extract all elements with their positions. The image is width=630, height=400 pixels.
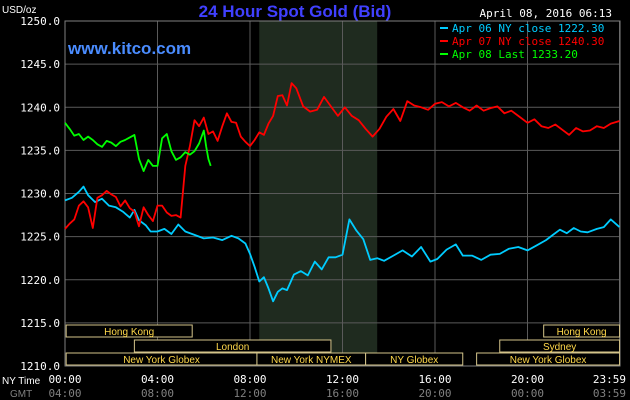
session-label: NY Globex	[390, 355, 438, 366]
session-bar	[365, 352, 464, 366]
x-tick-label-gmt: 00:00	[511, 387, 544, 400]
x-tick-label-ny: 08:00	[233, 373, 266, 386]
session-label: New York Globex	[510, 355, 587, 366]
y-tick-labels: 1250.0 1245.0 1240.0 1235.0 1230.0 1225.0 1220…	[20, 15, 60, 373]
y-tick-label: 1250.0	[20, 15, 60, 28]
legend-entry-apr06: Apr 06 NY close 1222.30	[452, 22, 604, 35]
session-label: New York Globex	[123, 355, 200, 366]
x-tick-label-gmt: 04:00	[48, 387, 81, 400]
session-label: London	[216, 342, 249, 353]
chart-title: 24 Hour Spot Gold (Bid)	[199, 2, 392, 21]
x-tick-label-ny: 23:59	[593, 373, 626, 386]
x-tick-label-ny: 20:00	[511, 373, 544, 386]
x-row-label-gmt: GMT	[10, 389, 32, 400]
x-row-label-ny: NY Time	[2, 376, 41, 387]
x-tick-label-gmt: 16:00	[326, 387, 359, 400]
y-tick-label: 1215.0	[20, 317, 60, 330]
x-tick-labels: 00:0004:0004:0008:0008:0012:0012:0016:00…	[48, 373, 626, 400]
x-tick-label-gmt: 08:00	[141, 387, 174, 400]
series-line-apr08	[64, 122, 212, 172]
session-bar	[65, 324, 193, 338]
y-tick-label: 1220.0	[20, 274, 60, 287]
series-line-apr06	[64, 185, 621, 303]
y-tick-label: 1210.0	[20, 360, 60, 373]
x-tick-label-gmt: 12:00	[233, 387, 266, 400]
session-bars: Hong Kong Hong Kong London Sydney New York G…	[65, 324, 621, 366]
session-bar	[133, 339, 332, 353]
y-tick-label: 1235.0	[20, 144, 60, 157]
y-tick-label: 1240.0	[20, 101, 60, 114]
x-tick-label-ny: 04:00	[141, 373, 174, 386]
legend-entry-apr08: Apr 08 Last 1233.20	[452, 48, 578, 61]
x-tick-label-gmt: 03:59	[593, 387, 626, 400]
session-bar	[543, 324, 621, 338]
x-tick-label-ny: 00:00	[48, 373, 81, 386]
kitco-watermark: www.kitco.com	[67, 39, 191, 58]
session-label: New York NYMEX	[271, 355, 352, 366]
series-line-apr07	[64, 82, 620, 230]
legend-entry-apr07: Apr 07 NY close 1240.30	[452, 35, 604, 48]
timestamp: April 08, 2016 06:13	[480, 7, 612, 20]
session-label: Sydney	[543, 342, 576, 353]
session-label: Hong Kong	[557, 327, 607, 338]
y-tick-label: 1230.0	[20, 188, 60, 201]
y-tick-label: 1225.0	[20, 231, 60, 244]
x-tick-label-ny: 16:00	[418, 373, 451, 386]
x-tick-label-ny: 12:00	[326, 373, 359, 386]
session-bar	[476, 352, 621, 366]
session-bar	[499, 339, 621, 353]
y-axis-label: USD/oz	[2, 5, 36, 16]
plot-frame	[64, 20, 621, 367]
series-lines	[64, 82, 621, 303]
x-tick-label-gmt: 20:00	[418, 387, 451, 400]
session-label: Hong Kong	[104, 327, 154, 338]
y-tick-label: 1245.0	[20, 58, 60, 71]
